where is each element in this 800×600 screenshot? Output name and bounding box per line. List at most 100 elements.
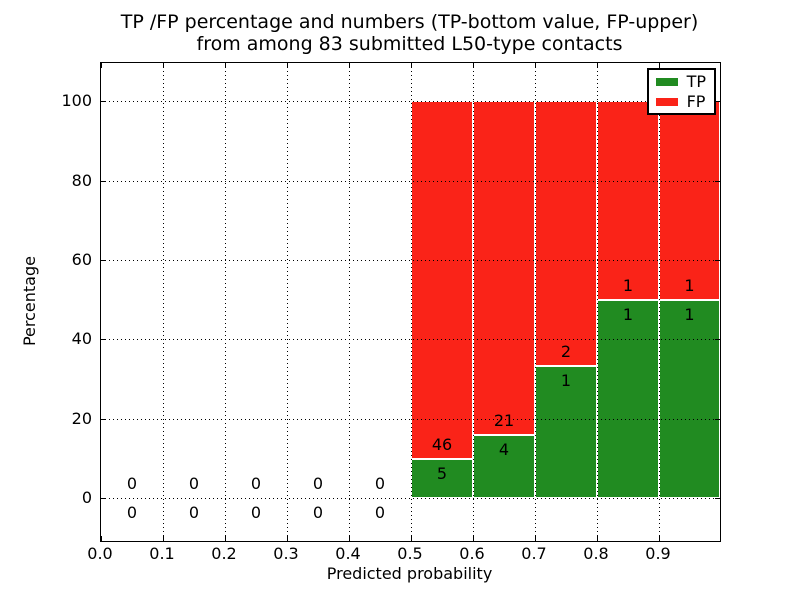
y-tick-right-100 — [715, 101, 720, 103]
y-tick-right-20 — [715, 418, 720, 420]
x-tick-top-0.8 — [597, 63, 598, 68]
x-tick-bottom-0.2 — [225, 536, 226, 541]
gridline-v-0.3 — [287, 63, 288, 541]
x-tick-label-0.2: 0.2 — [211, 544, 237, 563]
bar-tp-0.9-1 — [659, 299, 720, 499]
x-tick-top-0.5 — [411, 63, 412, 68]
label-fp-count-0.1-0.2: 0 — [188, 474, 200, 494]
bar-fp-0.7-0.8 — [535, 101, 597, 366]
y-tick-left-80 — [101, 180, 106, 182]
bar-fp-0.6-0.7 — [473, 101, 535, 435]
legend-swatch-tp — [655, 77, 678, 86]
legend-entry-fp: FP — [655, 92, 706, 111]
legend-label-fp: FP — [686, 92, 706, 111]
gridline-h-80 — [101, 180, 720, 182]
label-fp-count-0.5-0.6: 46 — [431, 435, 453, 455]
label-tp-count-0.1-0.2: 0 — [188, 503, 200, 523]
label-fp-count-0.2-0.3: 0 — [250, 474, 262, 494]
y-tick-left-100 — [101, 101, 106, 103]
gridline-v-0.7 — [535, 63, 536, 541]
x-tick-bottom-0.8 — [597, 536, 598, 541]
label-tp-count-0.5-0.6: 5 — [436, 464, 448, 484]
gridline-v-0.5 — [411, 63, 412, 541]
x-tick-top-0.6 — [473, 63, 474, 68]
x-tick-bottom-0.6 — [473, 536, 474, 541]
legend-label-tp: TP — [686, 72, 706, 91]
label-tp-count-0.6-0.7: 4 — [498, 439, 510, 459]
gridline-h-20 — [101, 418, 720, 420]
x-tick-label-0.8: 0.8 — [583, 544, 609, 563]
x-tick-label-0.0: 0.0 — [87, 544, 113, 563]
bar-tp-0.5-0.6 — [411, 459, 473, 499]
label-fp-count-0.3-0.4: 0 — [312, 474, 324, 494]
label-tp-count-0.2-0.3: 0 — [250, 503, 262, 523]
bar-fp-0.8-0.9 — [597, 101, 659, 300]
x-tick-top-0.0 — [101, 63, 102, 68]
x-tick-bottom-0.5 — [411, 536, 412, 541]
y-axis-label: Percentage — [20, 256, 39, 347]
x-tick-top-0.1 — [163, 63, 164, 68]
bar-tp-0.6-0.7 — [473, 434, 535, 499]
legend-entry-tp: TP — [655, 72, 706, 91]
gridline-v-0.4 — [349, 63, 350, 541]
x-tick-bottom-0.1 — [163, 536, 164, 541]
gridline-h-100 — [101, 101, 720, 103]
x-tick-bottom-0.4 — [349, 536, 350, 541]
label-fp-count-0.8-0.9: 1 — [622, 275, 634, 295]
bar-tp-0.8-0.9 — [597, 299, 659, 499]
x-tick-bottom-0.0 — [101, 536, 102, 541]
plot-area: TP FP 0 0 0 0 0 0 0 0 0 0 46 5 21 4 2 1 1 1 1 1 — [100, 62, 721, 542]
y-tick-right-80 — [715, 180, 720, 182]
chart-title: TP /FP percentage and numbers (TP-bottom… — [100, 11, 719, 55]
label-tp-count-0.3-0.4: 0 — [312, 503, 324, 523]
x-axis-label: Predicted probability — [326, 564, 493, 583]
label-fp-count-0.7-0.8: 2 — [560, 341, 572, 361]
label-fp-count-0-0.1: 0 — [126, 474, 138, 494]
x-tick-label-0.7: 0.7 — [521, 544, 547, 563]
x-tick-label-0.4: 0.4 — [335, 544, 361, 563]
y-tick-label-60: 60 — [71, 249, 92, 269]
label-fp-count-0.9-1: 1 — [684, 275, 695, 295]
gridline-v-0.9 — [659, 63, 660, 541]
gridline-h-60 — [101, 259, 720, 261]
gridline-h-0 — [101, 498, 720, 500]
y-tick-label-20: 20 — [71, 408, 92, 428]
chart-title-line2: from among 83 submitted L50-type contact… — [196, 33, 623, 55]
x-tick-top-0.3 — [287, 63, 288, 68]
label-fp-count-0.6-0.7: 21 — [493, 410, 515, 430]
y-tick-right-60 — [715, 259, 720, 261]
label-tp-count-0-0.1: 0 — [126, 503, 138, 523]
x-tick-label-0.9: 0.9 — [645, 544, 671, 563]
gridline-h-40 — [101, 339, 720, 341]
gridline-v-0.2 — [225, 63, 226, 541]
x-tick-label-0.1: 0.1 — [149, 544, 175, 563]
y-tick-label-40: 40 — [71, 329, 92, 349]
y-tick-left-60 — [101, 259, 106, 261]
label-tp-count-0.9-1: 1 — [684, 304, 695, 324]
y-tick-label-100: 100 — [61, 91, 92, 111]
bar-fp-0.9-1 — [659, 101, 720, 300]
x-tick-label-0.3: 0.3 — [273, 544, 299, 563]
x-tick-label-0.6: 0.6 — [459, 544, 485, 563]
x-tick-top-0.9 — [659, 63, 660, 68]
chart-title-line1: TP /FP percentage and numbers (TP-bottom… — [120, 11, 699, 33]
y-tick-left-40 — [101, 339, 106, 341]
y-tick-label-80: 80 — [71, 170, 92, 190]
y-tick-left-0 — [101, 498, 106, 500]
y-tick-right-40 — [715, 339, 720, 341]
label-tp-count-0.8-0.9: 1 — [622, 304, 634, 324]
x-tick-bottom-0.7 — [535, 536, 536, 541]
x-tick-label-0.5: 0.5 — [397, 544, 423, 563]
gridline-v-0.1 — [163, 63, 164, 541]
x-tick-top-0.7 — [535, 63, 536, 68]
y-tick-left-20 — [101, 418, 106, 420]
gridline-v-0.8 — [597, 63, 598, 541]
legend: TP FP — [646, 68, 716, 115]
x-tick-bottom-0.3 — [287, 536, 288, 541]
x-tick-bottom-0.9 — [659, 536, 660, 541]
bar-fp-0.5-0.6 — [411, 101, 473, 460]
legend-swatch-fp — [655, 97, 678, 106]
label-tp-count-0.7-0.8: 1 — [560, 370, 572, 390]
y-tick-right-0 — [715, 498, 720, 500]
